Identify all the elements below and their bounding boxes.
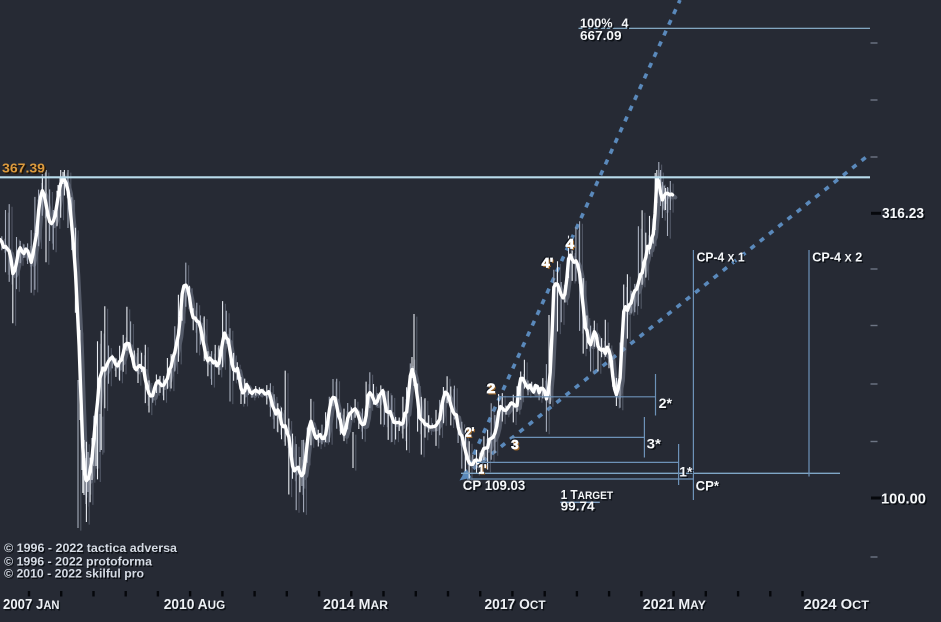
svg-text:2': 2'	[465, 426, 474, 440]
svg-text:1*: 1*	[681, 465, 695, 481]
svg-text:4': 4'	[541, 255, 553, 270]
svg-text:2*: 2*	[660, 396, 674, 412]
svg-text:4: 4	[623, 17, 631, 32]
svg-text:367.39: 367.39	[2, 161, 45, 176]
svg-text:1 TARGET: 1 TARGET	[562, 489, 615, 504]
svg-text:CP*: CP*	[697, 479, 721, 495]
svg-text:4: 4	[565, 236, 574, 251]
svg-text:CP*: CP*	[696, 477, 720, 493]
svg-text:CP-4 X 2: CP-4 X 2	[812, 250, 862, 265]
svg-text:100%: 100%	[580, 15, 613, 30]
svg-text:CP 109.03: CP 109.03	[463, 478, 526, 493]
svg-text:3*: 3*	[647, 436, 662, 452]
svg-text:© 1996 - 2022 tactica adversa: © 1996 - 2022 tactica adversa	[5, 542, 178, 556]
svg-text:667.09: 667.09	[580, 28, 622, 43]
svg-text:2010 AUG: 2010 AUG	[164, 597, 226, 613]
svg-text:316.23: 316.23	[882, 206, 924, 222]
svg-text:2: 2	[488, 383, 497, 398]
svg-text:CP-4 X 1: CP-4 X 1	[698, 251, 746, 266]
svg-text:CP-4 X 1: CP-4 X 1	[697, 250, 745, 265]
svg-text:3*: 3*	[648, 437, 663, 453]
svg-text:2021 MAY: 2021 MAY	[643, 597, 707, 613]
svg-text:4: 4	[566, 237, 575, 252]
svg-text:100.00: 100.00	[881, 491, 926, 507]
svg-text:© 1996 - 2022 protoforma: © 1996 - 2022 protoforma	[5, 556, 153, 570]
svg-text:3: 3	[510, 436, 518, 451]
svg-text:4: 4	[622, 15, 630, 30]
svg-text:2: 2	[486, 380, 495, 395]
svg-text:100.00: 100.00	[883, 493, 928, 509]
svg-text:2007 JAN: 2007 JAN	[3, 597, 60, 613]
svg-text:© 1996 - 2022 tactica adversa: © 1996 - 2022 tactica adversa	[4, 541, 177, 555]
svg-text:1': 1'	[478, 462, 486, 476]
svg-text:2007 JAN: 2007 JAN	[4, 598, 61, 614]
svg-text:667.09: 667.09	[582, 29, 624, 44]
svg-text:4: 4	[567, 238, 576, 253]
svg-text:2: 2	[487, 381, 496, 396]
svg-text:2017 OCT: 2017 OCT	[485, 597, 546, 613]
svg-text:2014 MAR: 2014 MAR	[324, 598, 389, 614]
svg-text:4': 4'	[543, 257, 555, 272]
svg-text:© 1996 - 2022 protoforma: © 1996 - 2022 protoforma	[4, 555, 152, 569]
svg-text:2': 2'	[466, 427, 475, 441]
svg-text:100%: 100%	[582, 17, 615, 32]
svg-text:1*: 1*	[679, 464, 693, 480]
svg-text:2024 OCT: 2024 OCT	[804, 597, 870, 613]
svg-text:1': 1'	[480, 464, 488, 478]
svg-text:367.39: 367.39	[4, 162, 47, 177]
svg-text:3: 3	[511, 437, 519, 452]
svg-text:4': 4'	[542, 256, 554, 271]
svg-text:2017 OCT: 2017 OCT	[486, 598, 547, 614]
svg-text:3: 3	[513, 438, 521, 453]
svg-text:2024 OCT: 2024 OCT	[805, 598, 871, 614]
svg-text:2': 2'	[464, 425, 473, 439]
svg-text:2021 MAY: 2021 MAY	[644, 598, 708, 614]
svg-text:© 2010 - 2022 skilful pro: © 2010 - 2022 skilful pro	[4, 567, 144, 581]
svg-text:© 2010 - 2022 skilful pro: © 2010 - 2022 skilful pro	[5, 568, 145, 582]
svg-text:1': 1'	[478, 462, 486, 476]
svg-text:316.23: 316.23	[884, 207, 926, 223]
svg-text:2*: 2*	[659, 395, 673, 411]
svg-text:99.74: 99.74	[562, 501, 596, 515]
svg-text:CP 109.03: CP 109.03	[464, 479, 527, 494]
svg-text:2010 AUG: 2010 AUG	[165, 598, 227, 614]
svg-text:99.74: 99.74	[561, 500, 595, 514]
svg-text:CP-4 X 2: CP-4 X 2	[814, 251, 864, 266]
svg-text:1 TARGET: 1 TARGET	[561, 487, 614, 502]
svg-text:2014 MAR: 2014 MAR	[323, 597, 388, 613]
